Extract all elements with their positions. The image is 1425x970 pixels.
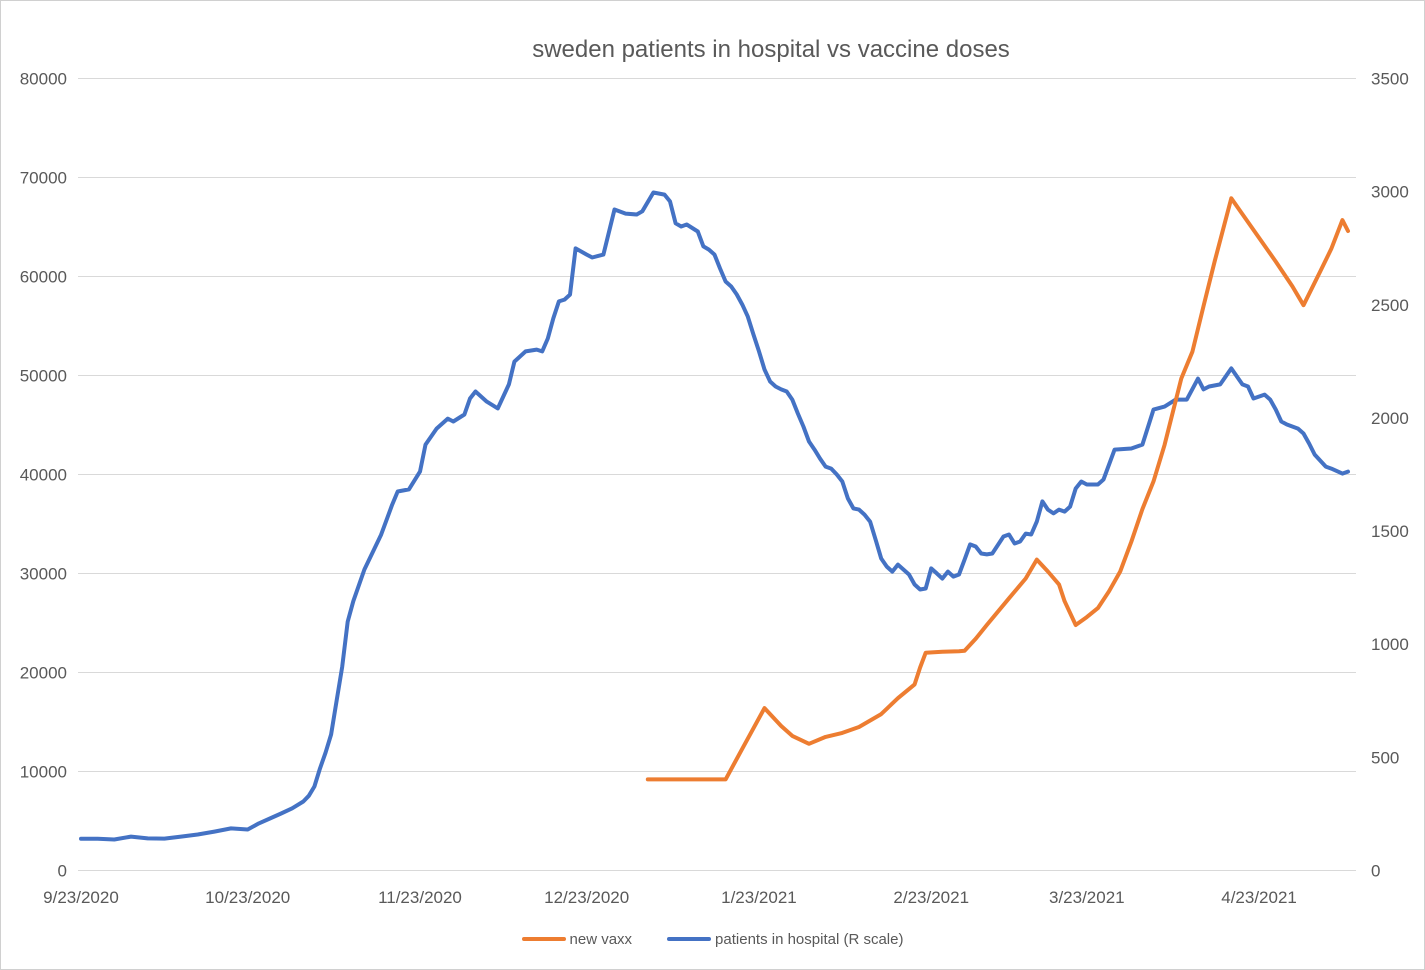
y-right-tick-label: 3500	[1371, 70, 1409, 89]
chart-title: sweden patients in hospital vs vaccine d…	[532, 36, 1010, 63]
y-left-tick-label: 80000	[20, 70, 67, 89]
gridlines	[78, 78, 1356, 871]
y-right-tick-label: 2500	[1371, 296, 1409, 315]
x-tick-label: 10/23/2020	[205, 888, 290, 907]
legend-swatch-line	[521, 937, 566, 941]
y-right-tick-label: 1500	[1371, 522, 1409, 541]
y-left-tick-label: 40000	[20, 466, 67, 485]
x-tick-label: 12/23/2020	[544, 888, 629, 907]
y-left-tick-label: 30000	[20, 565, 67, 584]
series-lines	[79, 190, 1350, 842]
y-axis-right-labels: 0 500 1000 1500 2000 2500 3000 3500	[1371, 70, 1409, 881]
x-axis-labels: 9/23/2020 10/23/2020 11/23/2020 12/23/2020 1…	[43, 888, 1297, 907]
y-right-tick-label: 3000	[1371, 183, 1409, 202]
series-line-new-vaxx	[645, 196, 1350, 782]
x-tick-label: 11/23/2020	[378, 888, 462, 907]
x-tick-label: 4/23/2021	[1221, 888, 1297, 907]
x-tick-label: 2/23/2021	[893, 888, 969, 907]
x-tick-label: 1/23/2021	[721, 888, 797, 907]
x-tick-label: 3/23/2021	[1049, 888, 1125, 907]
y-left-tick-label: 10000	[20, 763, 67, 782]
x-tick-label: 9/23/2020	[43, 888, 119, 907]
series-line-patients-in-hospital-r-scale-	[79, 190, 1350, 842]
legend-item: new vaxx	[521, 930, 633, 948]
y-left-tick-label: 70000	[20, 169, 67, 188]
legend-swatch-line	[667, 937, 712, 941]
y-right-tick-label: 2000	[1371, 409, 1409, 428]
legend-label: new vaxx	[569, 930, 633, 948]
y-left-tick-label: 0	[58, 862, 67, 881]
y-right-tick-label: 0	[1371, 862, 1380, 881]
y-left-tick-label: 20000	[20, 664, 67, 683]
y-left-tick-label: 50000	[20, 367, 67, 386]
legend-label: patients in hospital (R scale)	[715, 930, 904, 948]
legend-item: patients in hospital (R scale)	[667, 931, 903, 948]
y-axis-left-labels: 0 10000 20000 30000 40000 50000 60000 70000 8000…	[20, 70, 67, 881]
legend: new vaxx patients in hospital (R scale)	[1, 926, 1424, 952]
y-right-tick-label: 1000	[1371, 635, 1409, 654]
y-right-tick-label: 500	[1371, 748, 1399, 767]
y-left-tick-label: 60000	[20, 268, 67, 287]
